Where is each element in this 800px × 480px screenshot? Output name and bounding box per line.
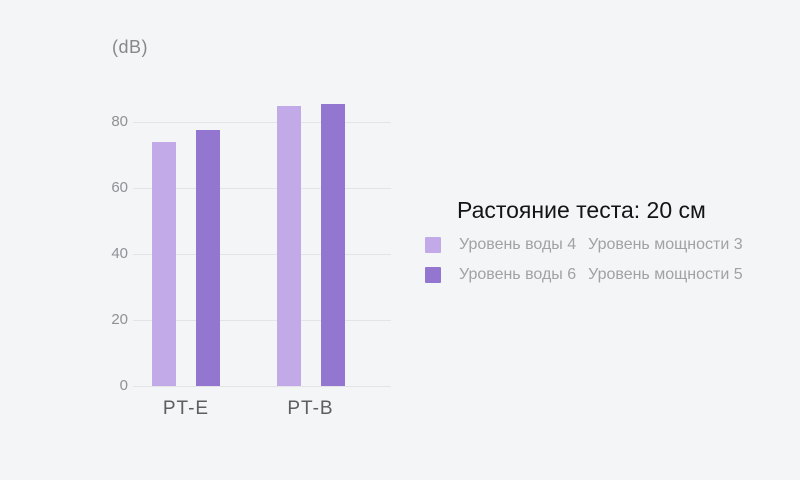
legend-item-2: Уровень воды 6 Уровень мощности 5: [425, 266, 743, 283]
gridline-60: [133, 188, 391, 189]
x-axis-label-PT-E: PT-E: [162, 398, 210, 419]
x-axis-label-PT-B: PT-B: [287, 398, 334, 419]
y-axis-tick-label: 20: [111, 311, 128, 328]
y-axis-tick-label: 60: [111, 179, 128, 196]
bar-PT-B-series-1: [276, 105, 301, 386]
y-axis-unit-label: (dB): [112, 37, 149, 57]
legend-swatch-icon: [425, 237, 441, 253]
gridline-20: [133, 320, 391, 321]
legend-swatch-icon: [425, 267, 441, 283]
y-axis-tick-label: 0: [119, 377, 128, 394]
y-axis-tick-label: 40: [111, 245, 128, 262]
gridline-40: [133, 254, 391, 255]
bar-PT-E-series-1: [152, 141, 176, 386]
legend-power-level-label: Уровень мощности 3: [588, 236, 743, 253]
legend-water-level-label: Уровень воды 4: [459, 236, 577, 253]
legend-item-1: Уровень воды 4 Уровень мощности 3: [425, 236, 743, 253]
y-axis-tick-label: 80: [111, 113, 128, 130]
legend-rows: Уровень воды 4 Уровень мощности 3 Уровень …: [425, 236, 743, 297]
gridline-0: [133, 386, 391, 387]
gridline-80: [133, 122, 391, 123]
bar-PT-B-series-2: [320, 103, 345, 386]
legend-water-level-label: Уровень воды 6: [459, 266, 577, 283]
legend-title: Растояние теста: 20 см: [457, 197, 706, 223]
bar-PT-E-series-2: [196, 130, 220, 386]
legend-power-level-label: Уровень мощности 5: [588, 266, 743, 283]
